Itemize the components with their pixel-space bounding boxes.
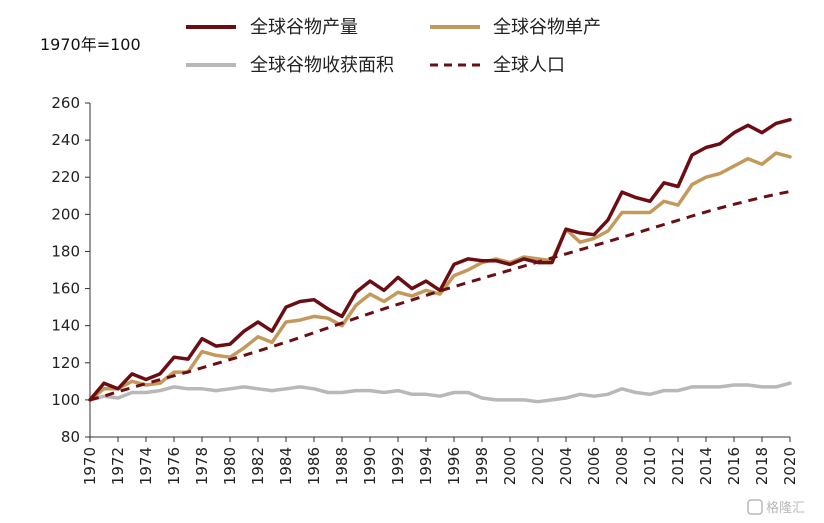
series-line-0 bbox=[88, 117, 792, 402]
x-tick-label: 1998 bbox=[473, 447, 491, 485]
y-tick-label: 220 bbox=[51, 168, 80, 186]
y-tick-label: 160 bbox=[51, 280, 80, 298]
x-tick-label: 2012 bbox=[669, 447, 687, 485]
base-year-note: 1970年=100 bbox=[40, 35, 141, 54]
y-tick-label: 260 bbox=[51, 94, 80, 112]
x-tick-label: 1994 bbox=[417, 447, 435, 485]
x-tick-label: 1978 bbox=[193, 447, 211, 485]
x-tick-label: 1986 bbox=[305, 447, 323, 485]
series-line-1 bbox=[88, 151, 792, 402]
x-tick-label: 1974 bbox=[137, 447, 155, 485]
x-tick-label: 1984 bbox=[277, 447, 295, 485]
legend-label: 全球谷物单产 bbox=[493, 17, 601, 38]
x-tick-label: 2004 bbox=[557, 447, 575, 485]
legend-item-harvest-area: 全球谷物收获面积 bbox=[186, 55, 394, 76]
x-tick-label: 2010 bbox=[641, 447, 659, 485]
x-tick-label: 2020 bbox=[781, 447, 799, 485]
series-layer bbox=[88, 117, 792, 404]
x-tick-label: 2000 bbox=[501, 447, 519, 485]
x-tick-label: 2006 bbox=[585, 447, 603, 485]
x-tick-label: 1988 bbox=[333, 447, 351, 485]
y-tick-label: 200 bbox=[51, 205, 80, 223]
x-ticks: 1970 1972 1974 1976 1978 1980 1982 1984 1986 1988… bbox=[81, 437, 799, 485]
x-tick-label: 2016 bbox=[725, 447, 743, 485]
x-tick-label: 1992 bbox=[389, 447, 407, 485]
y-tick-label: 180 bbox=[51, 242, 80, 260]
x-tick-label: 1990 bbox=[361, 447, 379, 485]
x-tick-label: 1976 bbox=[165, 447, 183, 485]
y-tick-label: 80 bbox=[61, 428, 80, 446]
x-tick-label: 2008 bbox=[613, 447, 631, 485]
legend: 全球谷物产量 全球谷物单产 全球谷物收获面积 全球人口 bbox=[186, 17, 601, 76]
x-tick-label: 1972 bbox=[109, 447, 127, 485]
x-tick-label: 1996 bbox=[445, 447, 463, 485]
legend-item-grain-yield: 全球谷物单产 bbox=[430, 17, 601, 38]
y-ticks: 80 100 120 140 160 180 200 220 240 260 bbox=[51, 94, 90, 446]
y-tick-label: 240 bbox=[51, 131, 80, 149]
x-tick-label: 2018 bbox=[753, 447, 771, 485]
series-line-2 bbox=[88, 381, 792, 404]
legend-label: 全球人口 bbox=[493, 55, 565, 76]
watermark-logo-icon bbox=[747, 499, 763, 515]
legend-item-grain-production: 全球谷物产量 bbox=[186, 17, 358, 38]
y-tick-label: 140 bbox=[51, 317, 80, 335]
y-tick-label: 120 bbox=[51, 354, 80, 372]
watermark-text: 格隆汇 bbox=[766, 500, 805, 516]
series-line-3 bbox=[89, 190, 791, 402]
x-tick-label: 1982 bbox=[249, 447, 267, 485]
x-tick-label: 1970 bbox=[81, 447, 99, 485]
legend-label: 全球谷物产量 bbox=[250, 17, 358, 38]
legend-item-population: 全球人口 bbox=[430, 55, 565, 76]
x-tick-label: 2002 bbox=[529, 447, 547, 485]
x-tick-label: 1980 bbox=[221, 447, 239, 485]
y-tick-label: 100 bbox=[51, 391, 80, 409]
watermark: 格隆汇 bbox=[747, 499, 805, 516]
legend-label: 全球谷物收获面积 bbox=[250, 55, 394, 76]
x-tick-label: 2014 bbox=[697, 447, 715, 485]
